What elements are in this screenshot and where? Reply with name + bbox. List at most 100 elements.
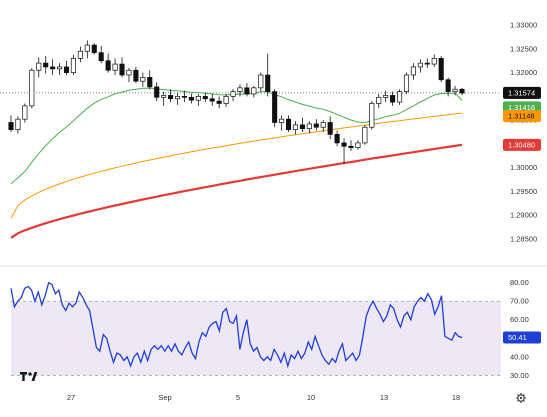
candle xyxy=(320,120,326,132)
candle xyxy=(57,63,63,75)
candle xyxy=(36,57,42,78)
candle xyxy=(313,119,319,131)
candle xyxy=(195,94,201,106)
rsi-tick-label: 80.00 xyxy=(510,278,529,287)
candle xyxy=(119,57,125,78)
candle xyxy=(403,72,410,94)
candle xyxy=(140,72,146,87)
candle xyxy=(279,115,285,131)
candle xyxy=(15,116,21,134)
time-axis: 27 Sep 5 10 13 18 xyxy=(67,393,460,402)
candle xyxy=(237,84,243,97)
svg-text:1.31574: 1.31574 xyxy=(508,88,535,97)
price-label-ma-red: 1.30480 xyxy=(503,138,541,151)
candle xyxy=(431,54,437,67)
rsi-band-fill xyxy=(11,301,501,376)
time-tick-label: Sep xyxy=(158,393,171,402)
svg-text:1.31416: 1.31416 xyxy=(508,103,535,112)
ma-green-line xyxy=(10,87,463,185)
ma-orange-line xyxy=(10,112,463,219)
candle xyxy=(161,91,167,106)
candle xyxy=(285,115,292,132)
candle xyxy=(258,72,264,92)
rsi-tick-label: 70.00 xyxy=(510,297,529,306)
candle xyxy=(299,117,305,132)
candle xyxy=(438,56,444,83)
tradingview-logo xyxy=(20,372,38,381)
candle xyxy=(202,92,208,103)
candle xyxy=(362,124,368,145)
candle xyxy=(355,140,361,150)
price-tick-label: 1.30000 xyxy=(510,163,537,172)
candle xyxy=(209,94,215,106)
candle xyxy=(417,59,423,73)
candle xyxy=(77,46,83,63)
candle xyxy=(8,115,14,132)
rsi-tick-label: 40.00 xyxy=(510,352,529,361)
candle xyxy=(105,53,111,73)
candle xyxy=(334,130,340,147)
candle xyxy=(369,101,375,130)
candle xyxy=(43,56,49,74)
ma-red-line xyxy=(10,143,463,239)
svg-text:1.31148: 1.31148 xyxy=(508,112,535,121)
candle xyxy=(376,94,382,109)
candle xyxy=(168,89,174,103)
time-tick-label: 5 xyxy=(236,393,240,402)
price-tick-label: 1.29500 xyxy=(510,187,537,196)
candle xyxy=(126,67,132,83)
moving-averages xyxy=(10,87,463,239)
candle xyxy=(84,40,90,59)
price-tick-label: 1.32500 xyxy=(510,44,537,53)
candle xyxy=(98,46,104,64)
time-tick-label: 10 xyxy=(307,393,315,402)
price-tick-label: 1.32000 xyxy=(510,68,537,77)
candle xyxy=(452,85,458,96)
rsi-tick-label: 30.00 xyxy=(510,371,529,380)
candle xyxy=(70,54,76,75)
candle xyxy=(244,83,250,97)
rsi-line xyxy=(10,281,463,369)
candle xyxy=(383,90,389,103)
candle xyxy=(181,90,188,103)
candle xyxy=(390,91,396,106)
price-tick-label: 1.29000 xyxy=(510,211,537,220)
candle xyxy=(22,103,28,123)
candle xyxy=(410,63,416,80)
candle xyxy=(265,53,271,97)
candle xyxy=(50,59,56,75)
candle xyxy=(223,94,229,107)
candle xyxy=(133,66,139,84)
time-tick-label: 27 xyxy=(67,393,75,402)
candle xyxy=(147,70,153,90)
rsi-tick-label: 60.00 xyxy=(510,315,529,324)
candle xyxy=(188,93,194,104)
candle xyxy=(91,43,97,55)
candle xyxy=(29,67,35,109)
price-axis: 1.330001.325001.320001.315001.310001.305… xyxy=(510,21,537,380)
candle xyxy=(154,82,160,102)
price-label-ma-orange: 1.31148 xyxy=(503,110,541,123)
svg-text:1.30480: 1.30480 xyxy=(508,140,535,149)
rsi-panel xyxy=(10,281,463,369)
candle xyxy=(230,89,236,102)
candle xyxy=(348,140,354,151)
gear-icon[interactable] xyxy=(516,393,526,403)
candle xyxy=(251,85,257,98)
candle xyxy=(63,60,70,75)
price-candles xyxy=(8,40,465,164)
candle xyxy=(459,87,465,96)
price-tick-label: 1.33000 xyxy=(510,21,537,30)
candle xyxy=(424,58,430,68)
candle xyxy=(292,121,299,135)
svg-text:50.41: 50.41 xyxy=(508,333,527,342)
time-tick-label: 18 xyxy=(452,393,460,402)
rsi-overbought-oversold-band xyxy=(11,300,501,376)
time-tick-label: 13 xyxy=(380,393,388,402)
candle xyxy=(341,138,347,164)
candle xyxy=(174,92,181,105)
candle xyxy=(327,116,333,140)
candle xyxy=(445,77,451,97)
candle xyxy=(216,96,222,109)
